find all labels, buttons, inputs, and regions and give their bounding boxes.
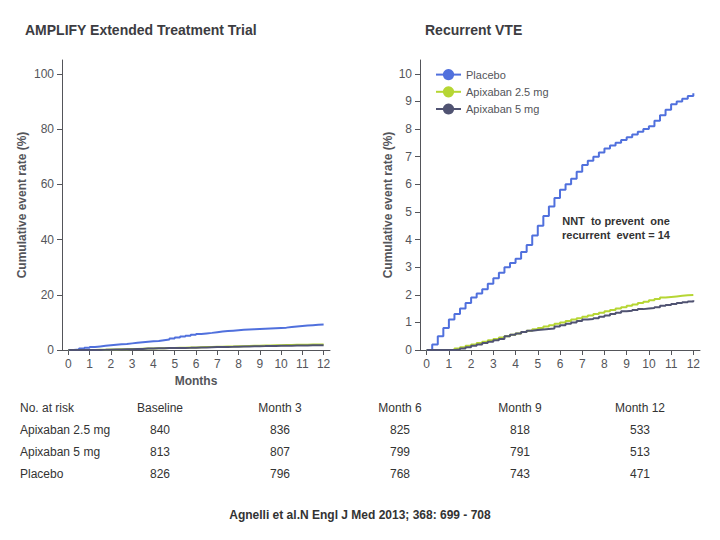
svg-text:1: 1: [446, 357, 453, 371]
svg-text:Month 9: Month 9: [498, 401, 542, 415]
svg-text:533: 533: [630, 423, 650, 437]
svg-text:10: 10: [642, 357, 656, 371]
svg-text:Agnelli et al.N Engl J Med 201: Agnelli et al.N Engl J Med 2013; 368: 69…: [229, 508, 491, 522]
svg-text:768: 768: [390, 467, 410, 481]
svg-text:813: 813: [150, 445, 170, 459]
svg-text:8: 8: [601, 357, 608, 371]
svg-text:0: 0: [405, 343, 412, 357]
svg-text:10: 10: [399, 67, 413, 81]
svg-text:807: 807: [270, 445, 290, 459]
svg-text:12: 12: [317, 357, 331, 371]
svg-text:9: 9: [405, 94, 412, 108]
svg-text:80: 80: [41, 122, 55, 136]
svg-text:Apixaban 2.5 mg: Apixaban 2.5 mg: [466, 86, 549, 98]
svg-text:5: 5: [171, 357, 178, 371]
svg-text:Placebo: Placebo: [466, 69, 506, 81]
svg-text:40: 40: [41, 233, 55, 247]
svg-text:Apixaban 2.5 mg: Apixaban 2.5 mg: [20, 423, 110, 437]
svg-text:5: 5: [534, 357, 541, 371]
svg-text:796: 796: [270, 467, 290, 481]
svg-text:826: 826: [150, 467, 170, 481]
svg-text:1: 1: [86, 357, 93, 371]
svg-text:513: 513: [630, 445, 650, 459]
svg-text:NNT to prevent one: NNT to prevent one: [562, 215, 670, 227]
svg-text:7: 7: [405, 150, 412, 164]
svg-text:12: 12: [687, 357, 701, 371]
svg-text:10: 10: [274, 357, 288, 371]
svg-text:471: 471: [630, 467, 650, 481]
svg-text:9: 9: [623, 357, 630, 371]
svg-text:Month 6: Month 6: [378, 401, 422, 415]
svg-text:Baseline: Baseline: [137, 401, 183, 415]
svg-text:6: 6: [557, 357, 564, 371]
svg-text:Apixaban 5 mg: Apixaban 5 mg: [466, 103, 539, 115]
svg-text:2: 2: [108, 357, 115, 371]
svg-text:6: 6: [193, 357, 200, 371]
svg-text:Apixaban 5 mg: Apixaban 5 mg: [20, 445, 100, 459]
svg-text:9: 9: [256, 357, 263, 371]
svg-text:AMPLIFY Extended Treatment Tri: AMPLIFY Extended Treatment Trial: [25, 22, 257, 38]
svg-text:Month 12: Month 12: [615, 401, 665, 415]
svg-text:20: 20: [41, 288, 55, 302]
svg-text:100: 100: [34, 67, 54, 81]
svg-text:3: 3: [490, 357, 497, 371]
svg-text:791: 791: [510, 445, 530, 459]
svg-text:Cumulative event rate (%): Cumulative event rate (%): [15, 132, 29, 279]
svg-text:8: 8: [235, 357, 242, 371]
svg-text:3: 3: [129, 357, 136, 371]
svg-text:840: 840: [150, 423, 170, 437]
svg-text:2: 2: [405, 288, 412, 302]
svg-text:0: 0: [47, 343, 54, 357]
svg-text:743: 743: [510, 467, 530, 481]
svg-text:Placebo: Placebo: [20, 467, 64, 481]
svg-text:836: 836: [270, 423, 290, 437]
svg-text:5: 5: [405, 205, 412, 219]
svg-text:4: 4: [405, 233, 412, 247]
svg-text:0: 0: [65, 357, 72, 371]
svg-text:11: 11: [665, 357, 678, 371]
svg-text:7: 7: [579, 357, 586, 371]
svg-text:No. at risk: No. at risk: [20, 401, 75, 415]
svg-text:60: 60: [41, 177, 55, 191]
svg-text:recurrent event = 14: recurrent event = 14: [562, 229, 671, 241]
svg-text:4: 4: [512, 357, 519, 371]
svg-text:0: 0: [423, 357, 430, 371]
svg-text:3: 3: [405, 260, 412, 274]
svg-text:Months: Months: [175, 374, 218, 388]
svg-text:799: 799: [390, 445, 410, 459]
svg-text:1: 1: [405, 315, 412, 329]
svg-text:Recurrent VTE: Recurrent VTE: [425, 22, 522, 38]
svg-text:11: 11: [296, 357, 309, 371]
svg-text:6: 6: [405, 177, 412, 191]
svg-text:Cumulative event rate (%): Cumulative event rate (%): [381, 132, 395, 279]
svg-text:7: 7: [214, 357, 221, 371]
svg-text:2: 2: [468, 357, 475, 371]
svg-text:Month 3: Month 3: [258, 401, 302, 415]
svg-text:818: 818: [510, 423, 530, 437]
svg-text:8: 8: [405, 122, 412, 136]
svg-text:4: 4: [150, 357, 157, 371]
svg-text:825: 825: [390, 423, 410, 437]
